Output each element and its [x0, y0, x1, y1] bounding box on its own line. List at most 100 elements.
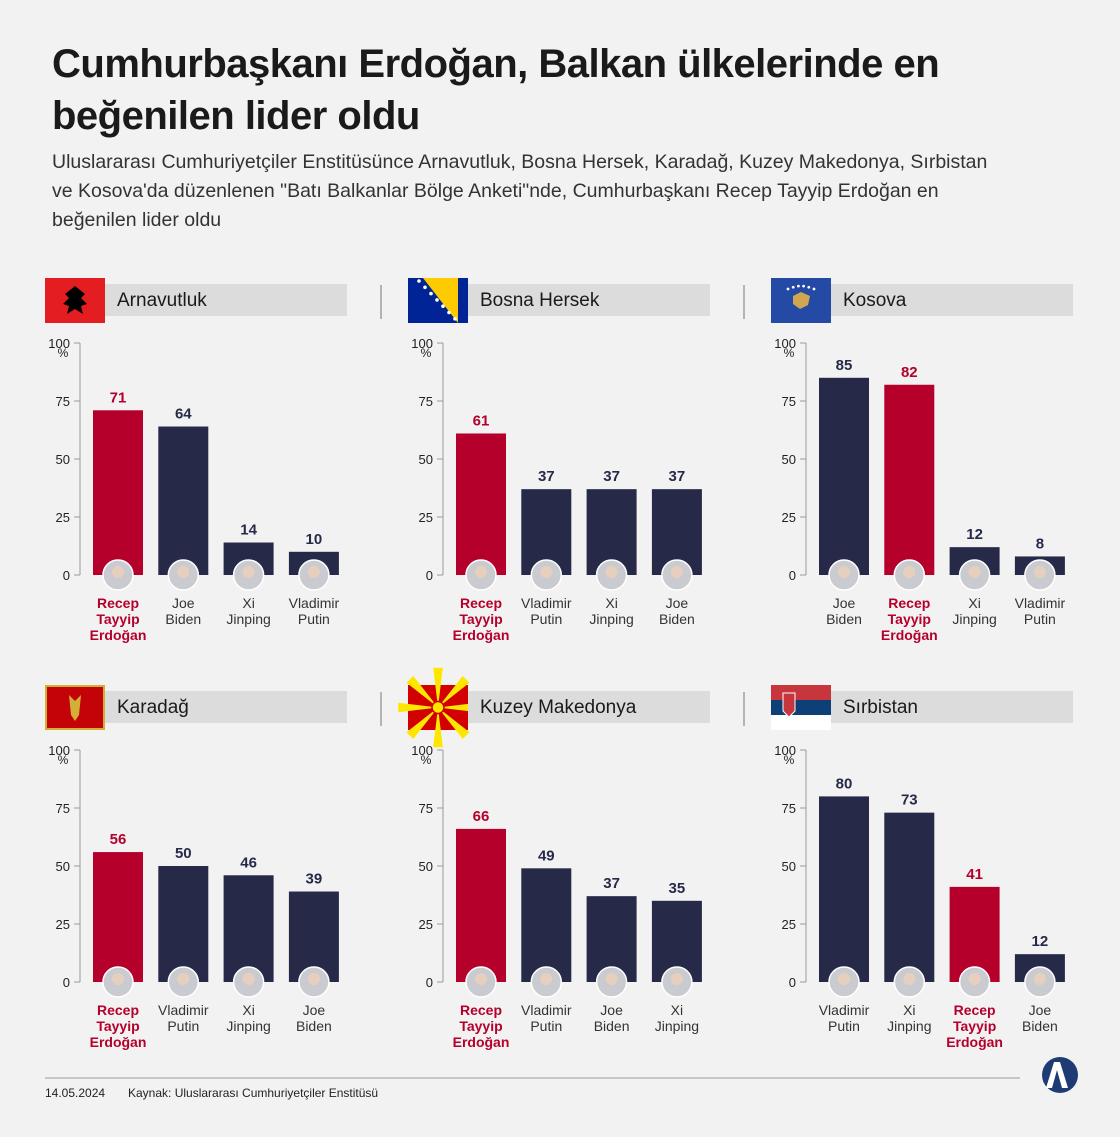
bar [456, 828, 506, 982]
flag-sun [431, 700, 445, 715]
portrait-face [838, 566, 850, 578]
value-label: 73 [901, 792, 918, 809]
bar [949, 886, 1000, 982]
unit-label: % [421, 753, 432, 767]
x-tick-label: Recep Tayyip Erdoğan [89, 595, 147, 643]
panel-header [105, 284, 347, 316]
portrait-face [112, 566, 124, 578]
value-label: 66 [473, 808, 490, 825]
value-label: 37 [603, 875, 620, 892]
portrait-face [670, 566, 683, 578]
portrait-face [1033, 566, 1046, 578]
value-label: 82 [901, 364, 918, 381]
portrait-face [242, 973, 255, 985]
x-tick-label: Joe Biden [826, 595, 862, 627]
panel-header [105, 691, 347, 723]
bar [158, 866, 209, 982]
flag-emblem [63, 286, 87, 314]
bar [93, 852, 143, 982]
y-tick-label: 0 [426, 568, 433, 583]
panel-title: Arnavutluk [117, 290, 207, 311]
x-tick-label: Vladimir Putin [521, 1002, 572, 1034]
unit-label: % [58, 753, 69, 767]
value-label: 56 [110, 831, 127, 848]
portrait-face [903, 973, 916, 985]
portrait-face [475, 566, 487, 578]
y-tick-label: 25 [782, 917, 796, 932]
page-title: Cumhurbaşkanı Erdoğan, Balkan ülkelerind… [52, 42, 940, 138]
y-tick-label: 25 [419, 510, 433, 525]
x-tick-label: Recep Tayyip Erdoğan [452, 595, 510, 643]
y-tick-label: 100 [411, 336, 433, 351]
y-tick-label: 75 [782, 801, 796, 816]
flag-star [453, 317, 457, 321]
flag-ray [438, 707, 470, 739]
y-tick-label: 50 [782, 859, 796, 874]
unit-label: % [784, 753, 795, 767]
flag-star [417, 279, 421, 283]
portrait-face [540, 973, 553, 985]
portrait-face [903, 566, 916, 578]
value-label: 14 [240, 522, 257, 539]
x-tick-label: Xi Jinping [226, 1002, 271, 1034]
flag-emblem [782, 692, 796, 718]
y-tick-label: 0 [63, 568, 70, 583]
y-tick-label: 25 [56, 917, 70, 932]
bar [521, 868, 572, 982]
flag-part [771, 700, 831, 715]
bar [884, 384, 935, 575]
y-tick-label: 75 [56, 394, 70, 409]
panel-title: Kosova [843, 290, 907, 311]
x-tick-label: Recep Tayyip Erdoğan [452, 1002, 510, 1050]
y-tick-label: 0 [63, 975, 70, 990]
x-tick-label: Joe Biden [295, 1002, 332, 1034]
y-tick-label: 50 [56, 452, 70, 467]
panel-header [831, 284, 1073, 316]
bar [884, 812, 935, 982]
source: Kaynak: Uluslararası Cumhuriyetçiler Ens… [128, 1086, 379, 1100]
flag-ray [398, 702, 438, 713]
value-label: 37 [538, 468, 555, 485]
portrait-face [540, 566, 553, 578]
y-tick-label: 50 [419, 452, 433, 467]
value-label: 12 [1032, 933, 1049, 950]
x-tick-label: Vladimir Putin [1014, 595, 1066, 627]
portrait-face [177, 973, 190, 985]
flag-part [771, 715, 831, 730]
flag-star [807, 285, 811, 289]
y-tick-label: 0 [789, 975, 796, 990]
portrait-face [968, 566, 981, 578]
bar [819, 377, 869, 575]
y-tick-label: 0 [426, 975, 433, 990]
flag-ray [433, 667, 443, 708]
flag-ray [438, 702, 478, 713]
y-tick-label: 75 [419, 801, 433, 816]
value-label: 37 [669, 468, 686, 485]
y-tick-label: 100 [774, 336, 796, 351]
value-label: 37 [603, 468, 620, 485]
x-tick-label: Vladimir Putin [288, 595, 340, 627]
portrait-face [968, 973, 981, 985]
value-label: 12 [966, 526, 983, 543]
flag-ray [433, 707, 443, 748]
y-tick-label: 100 [774, 743, 796, 758]
portrait-face [112, 973, 124, 985]
flag-ray [406, 707, 438, 739]
x-tick-label: Joe Biden [1021, 1002, 1058, 1034]
x-tick-label: Vladimir Putin [521, 595, 572, 627]
flag-ray [438, 676, 470, 708]
flag-map [793, 292, 810, 309]
portrait-face [307, 973, 320, 985]
x-tick-label: Vladimir Putin [818, 1002, 870, 1034]
x-tick-label: Xi Jinping [589, 595, 634, 627]
value-label: 64 [175, 406, 192, 423]
portrait-face [307, 566, 320, 578]
value-label: 50 [175, 845, 192, 862]
panel-title: Karadağ [117, 697, 189, 718]
x-tick-label: Recep Tayyip Erdoğan [946, 1002, 1003, 1050]
bar [819, 796, 869, 982]
value-label: 80 [836, 775, 853, 792]
y-tick-label: 75 [419, 394, 433, 409]
